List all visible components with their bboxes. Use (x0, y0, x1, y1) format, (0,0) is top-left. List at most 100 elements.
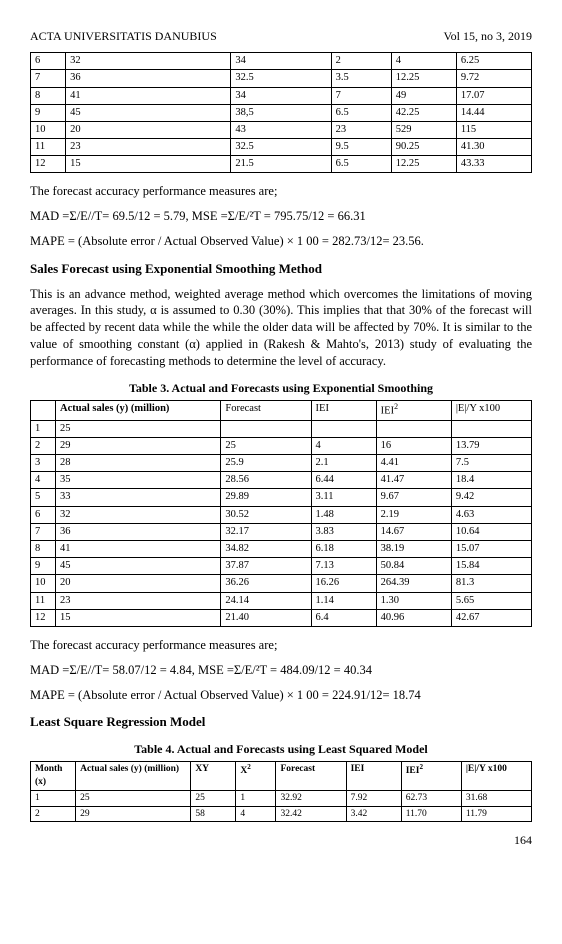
table-row: 112332.59.590.2541.30 (31, 139, 532, 156)
table-cell: 41.30 (456, 139, 531, 156)
table-cell: 41 (56, 541, 221, 558)
table-cell: 15.84 (451, 558, 531, 575)
table-cell: 6.18 (311, 541, 376, 558)
table-cell: 38.19 (376, 541, 451, 558)
table-cell: 6.5 (331, 104, 391, 121)
table-cell: 32 (56, 506, 221, 523)
header-right: Vol 15, no 3, 2019 (444, 28, 532, 44)
table-row: 53329.893.119.679.42 (31, 489, 532, 506)
table-cell: 18.4 (451, 472, 531, 489)
table-cell: 24.14 (221, 592, 311, 609)
para-accuracy-2: The forecast accuracy performance measur… (30, 637, 532, 654)
table-row: 112324.141.141.305.65 (31, 592, 532, 609)
table-cell: 2 (331, 53, 391, 70)
table-cell: 3.11 (311, 489, 376, 506)
table-cell: 6.44 (311, 472, 376, 489)
table-cell (451, 420, 531, 437)
table-4: Month (x)Actual sales (y) (million)XYX2F… (30, 761, 532, 822)
table-cell: 2 (31, 806, 76, 822)
table-4-caption: Table 4. Actual and Forecasts using Leas… (30, 741, 532, 757)
table-cell: 36 (56, 523, 221, 540)
table-row: 73632.173.8314.6710.64 (31, 523, 532, 540)
table-cell: 1.48 (311, 506, 376, 523)
table-cell: 21.5 (231, 156, 331, 173)
table-cell: 45 (56, 558, 221, 575)
table-cell: 10.64 (451, 523, 531, 540)
table-cell: 7 (331, 87, 391, 104)
table-row: 102036.2616.26264.3981.3 (31, 575, 532, 592)
table-cell: 45 (66, 104, 231, 121)
table-cell: 7.92 (346, 790, 401, 806)
column-header: IEI (346, 762, 401, 791)
column-header: Month (x) (31, 762, 76, 791)
table-cell: 264.39 (376, 575, 451, 592)
table-cell: 29 (56, 437, 221, 454)
table-cell: 21.40 (221, 609, 311, 626)
table-cell: 32 (66, 53, 231, 70)
table-3-caption: Table 3. Actual and Forecasts using Expo… (30, 380, 532, 396)
heading-exponential-smoothing: Sales Forecast using Exponential Smoothi… (30, 260, 532, 278)
table-cell: 1.30 (376, 592, 451, 609)
para-mad-mse-2: MAD =Σ/E//T= 58.07/12 = 4.84, MSE =Σ/E/²… (30, 662, 532, 679)
table-cell: 32.17 (221, 523, 311, 540)
para-mape-1: MAPE = (Absolute error / Actual Observed… (30, 233, 532, 250)
table-cell: 43 (231, 121, 331, 138)
table-cell: 4 (31, 472, 56, 489)
para-mape-2: MAPE = (Absolute error / Actual Observed… (30, 687, 532, 704)
table-cell: 9 (31, 104, 66, 121)
table-cell: 11 (31, 139, 66, 156)
column-header: Actual sales (y) (million) (56, 401, 221, 421)
column-header: IEI2 (401, 762, 461, 791)
table-cell: 14.44 (456, 104, 531, 121)
table-row: 63234246.25 (31, 53, 532, 70)
table-cell: 14.67 (376, 523, 451, 540)
table-row: 125 (31, 420, 532, 437)
table-cell: 5 (31, 489, 56, 506)
table-cell: 9.42 (451, 489, 531, 506)
table-cell: 1 (31, 790, 76, 806)
table-cell: 9.67 (376, 489, 451, 506)
table-cell: 25 (56, 420, 221, 437)
table-cell: 32.5 (231, 70, 331, 87)
table-cell: 41 (66, 87, 231, 104)
table-cell: 2 (31, 437, 56, 454)
table-cell: 25.9 (221, 455, 311, 472)
table-cell: 31.68 (461, 790, 531, 806)
table-cell: 37.87 (221, 558, 311, 575)
column-header (31, 401, 56, 421)
column-header: |E|/Y x100 (461, 762, 531, 791)
table-cell: 12 (31, 156, 66, 173)
table-cell: 15 (66, 156, 231, 173)
table-cell: 7 (31, 523, 56, 540)
column-header: XY (191, 762, 236, 791)
table-cell: 9 (31, 558, 56, 575)
table-cell: 3.5 (331, 70, 391, 87)
table-cell: 23 (66, 139, 231, 156)
table-cell: 32.42 (276, 806, 346, 822)
table-cell: 16.26 (311, 575, 376, 592)
table-cell: 41.47 (376, 472, 451, 489)
table-cell: 6.5 (331, 156, 391, 173)
table-cell: 1 (236, 790, 276, 806)
page-number: 164 (30, 832, 532, 848)
table-row: 22958432.423.4211.7011.79 (31, 806, 532, 822)
table-cell: 58 (191, 806, 236, 822)
table-cell: 34 (231, 53, 331, 70)
table-cell: 34 (231, 87, 331, 104)
table-cell: 9.5 (331, 139, 391, 156)
table-row: 43528.566.4441.4718.4 (31, 472, 532, 489)
table-cell: 4.41 (376, 455, 451, 472)
column-header: IEI (311, 401, 376, 421)
table-cell: 25 (191, 790, 236, 806)
table-cell: 90.25 (391, 139, 456, 156)
table-1-continuation: 63234246.2573632.53.512.259.728413474917… (30, 52, 532, 173)
table-row: 63230.521.482.194.63 (31, 506, 532, 523)
column-header: |E|/Y x100 (451, 401, 531, 421)
page-header: ACTA UNIVERSITATIS DANUBIUS Vol 15, no 3… (30, 28, 532, 44)
table-cell: 23 (331, 121, 391, 138)
table-cell: 62.73 (401, 790, 461, 806)
table-cell: 30.52 (221, 506, 311, 523)
table-cell: 20 (56, 575, 221, 592)
column-header: Forecast (276, 762, 346, 791)
table-cell (221, 420, 311, 437)
